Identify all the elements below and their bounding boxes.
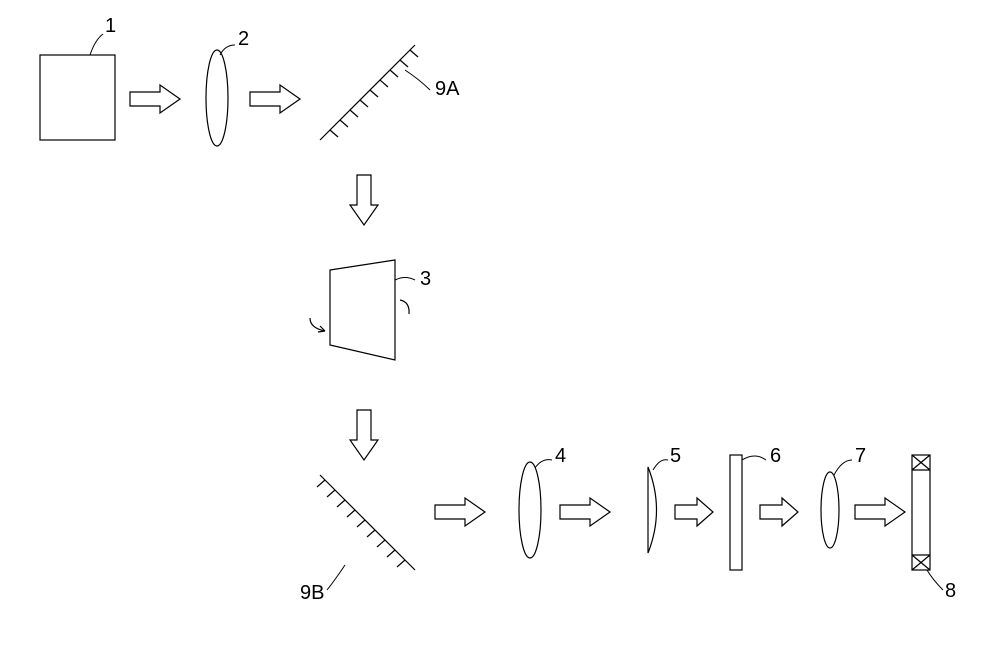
arrow-6 <box>760 498 798 526</box>
lens-3 <box>648 467 657 553</box>
mirror-9b <box>317 475 415 570</box>
arrow-7 <box>855 498 905 526</box>
detector <box>912 455 930 570</box>
label-lens4: 7 <box>855 445 866 468</box>
arrow-2 <box>250 85 300 113</box>
arrow-5 <box>675 498 713 526</box>
label-source: 1 <box>105 15 116 38</box>
lens-2 <box>519 462 541 558</box>
label-mirror2: 9B <box>300 582 324 605</box>
label-lens1: 2 <box>238 28 249 51</box>
leader-lines <box>90 34 943 590</box>
arrow-1 <box>130 85 180 113</box>
plate <box>730 455 742 570</box>
prism <box>310 260 409 360</box>
label-plate: 6 <box>770 445 781 468</box>
arrow-down-1 <box>350 175 378 225</box>
arrow-3 <box>435 498 485 526</box>
optical-diagram <box>0 0 1000 655</box>
lens-4 <box>821 472 839 548</box>
arrow-down-2 <box>350 410 378 460</box>
mirror-9a <box>320 45 418 140</box>
label-lens3: 5 <box>670 445 681 468</box>
label-prism: 3 <box>420 268 431 291</box>
source-box <box>40 55 115 140</box>
label-mirror1: 9A <box>435 78 459 101</box>
arrow-4 <box>560 498 610 526</box>
lens-1 <box>206 50 228 146</box>
label-lens2: 4 <box>555 445 566 468</box>
label-detector: 8 <box>945 580 956 603</box>
